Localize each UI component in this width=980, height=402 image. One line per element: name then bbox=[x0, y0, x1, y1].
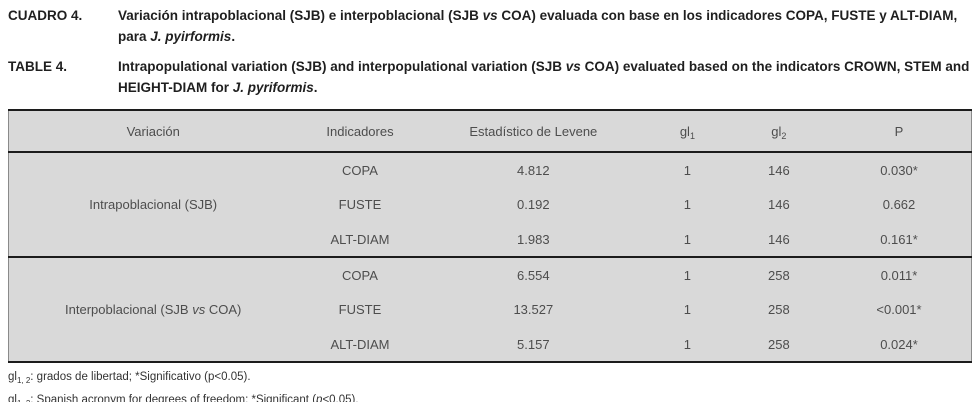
footnote-spanish: gl1, 2: grados de libertad; *Significati… bbox=[8, 370, 972, 385]
cell-levene: 13.527 bbox=[513, 302, 554, 317]
footnote-english: gl1, 2: Spanish acronym for degrees of f… bbox=[8, 393, 972, 402]
footnote-text: : Spanish acronym for degrees of freedom… bbox=[30, 394, 317, 402]
footnote-gl-label: gl bbox=[8, 371, 17, 383]
gl-label: gl bbox=[771, 123, 782, 139]
section-label-intrapopulational: Intrapoblacional (SJB) bbox=[9, 152, 298, 257]
table-row: Interpoblacional (SJB vs COA) COPA 6.554… bbox=[9, 257, 972, 318]
caption-english-text: Intrapopulational variation (SJB) and in… bbox=[118, 56, 972, 98]
column-header-variation: Variación bbox=[126, 123, 180, 139]
cell-gl2: 258 bbox=[768, 267, 790, 283]
footnote-gl-label: gl bbox=[8, 394, 17, 402]
column-header-gl2: gl2 bbox=[731, 110, 827, 152]
footnote-gl-subscript: 1, 2 bbox=[16, 376, 31, 385]
cell-indicator: COPA bbox=[342, 162, 378, 178]
gl1-subscript: 1 bbox=[689, 130, 695, 141]
cell-indicator: ALT-DIAM bbox=[330, 231, 390, 247]
table-row: ALT-DIAM 5.157 1 258 0.024* bbox=[9, 327, 972, 362]
cell-gl2: 258 bbox=[768, 302, 790, 317]
caption-text-segment: COA) evaluated based on the indicators C… bbox=[118, 59, 970, 95]
footnote-p-italic: p bbox=[316, 394, 323, 402]
table-row: FUSTE 0.192 1 146 0.662 bbox=[9, 187, 972, 222]
section-interpopulational: Interpoblacional (SJB vs COA) COPA 6.554… bbox=[9, 257, 972, 362]
caption-species-italic: J. pyirformis bbox=[150, 29, 232, 44]
table-row: ALT-DIAM 1.983 1 146 0.161* bbox=[9, 222, 972, 257]
section-label-text: COA) bbox=[205, 302, 242, 317]
caption-spanish: CUADRO 4. Variación intrapoblacional (SJ… bbox=[8, 5, 972, 47]
table-header-row: Variación Indicadores Estadístico de Lev… bbox=[8, 110, 972, 152]
cell-p-value: 0.011* bbox=[880, 267, 918, 283]
cell-p-value: 0.024* bbox=[880, 336, 918, 352]
footnote-text: : grados de libertad; *Significativo (p<… bbox=[30, 371, 251, 383]
caption-vs-italic: vs bbox=[482, 8, 498, 23]
levene-statistics-table: Variación Indicadores Estadístico de Lev… bbox=[8, 109, 972, 363]
caption-spanish-label: CUADRO 4. bbox=[8, 8, 83, 23]
cell-gl1: 1 bbox=[683, 302, 691, 317]
cell-gl2: 146 bbox=[768, 231, 790, 247]
column-header-p: P bbox=[894, 123, 904, 139]
caption-species-italic: J. pyriformis bbox=[232, 80, 314, 95]
cell-gl1: 1 bbox=[683, 267, 691, 283]
section-label-text: Intrapoblacional (SJB) bbox=[89, 197, 218, 212]
cell-gl1: 1 bbox=[683, 231, 691, 247]
cell-gl1: 1 bbox=[683, 197, 691, 212]
cell-gl2: 258 bbox=[768, 336, 790, 352]
section-label-vs-italic: vs bbox=[192, 302, 206, 317]
cell-levene: 5.157 bbox=[517, 336, 550, 352]
cell-levene: 4.812 bbox=[517, 162, 550, 178]
section-intrapopulational: Intrapoblacional (SJB) COPA 4.812 1 146 … bbox=[8, 152, 972, 257]
footnote-text: <0.05). bbox=[322, 394, 359, 402]
cell-indicator: ALT-DIAM bbox=[330, 336, 390, 352]
gl2-subscript: 2 bbox=[781, 130, 787, 141]
cell-levene: 6.554 bbox=[517, 267, 550, 283]
section-label-text: Interpoblacional (SJB bbox=[65, 302, 193, 317]
caption-vs-italic: vs bbox=[565, 59, 581, 74]
gl-label: gl bbox=[679, 123, 690, 139]
caption-spanish-text: Variación intrapoblacional (SJB) e inter… bbox=[118, 5, 972, 47]
cell-indicator: FUSTE bbox=[338, 302, 382, 317]
cell-gl2: 146 bbox=[768, 162, 790, 178]
cell-levene: 1.983 bbox=[517, 231, 550, 247]
caption-english: TABLE 4. Intrapopulational variation (SJ… bbox=[8, 56, 972, 98]
cell-indicator: FUSTE bbox=[338, 197, 382, 212]
cell-p-value: 0.662 bbox=[882, 197, 916, 212]
caption-text-segment: . bbox=[231, 29, 236, 44]
table-row: FUSTE 13.527 1 258 <0.001* bbox=[9, 292, 972, 327]
caption-text-segment: Variación intrapoblacional (SJB) e inter… bbox=[118, 8, 483, 23]
column-header-levene: Estadístico de Levene bbox=[469, 123, 598, 139]
cell-p-value: 0.030* bbox=[880, 162, 918, 178]
cell-p-value: <0.001* bbox=[876, 302, 922, 317]
cell-p-value: 0.161* bbox=[880, 231, 918, 247]
column-header-indicators: Indicadores bbox=[326, 123, 394, 139]
cell-gl2: 146 bbox=[768, 197, 790, 212]
cell-indicator: COPA bbox=[342, 267, 378, 283]
cell-levene: 0.192 bbox=[517, 197, 550, 212]
cell-gl1: 1 bbox=[683, 162, 691, 178]
section-label-interpopulational: Interpoblacional (SJB vs COA) bbox=[9, 257, 298, 362]
caption-text-segment: Intrapopulational variation (SJB) and in… bbox=[118, 59, 566, 74]
footnotes: gl1, 2: grados de libertad; *Significati… bbox=[8, 370, 972, 402]
caption-english-label: TABLE 4. bbox=[8, 59, 68, 74]
footnote-gl-subscript: 1, 2 bbox=[17, 399, 30, 402]
cell-gl1: 1 bbox=[683, 336, 691, 352]
caption-text-segment: COA) evaluada con base en los indicadore… bbox=[118, 8, 958, 44]
column-header-gl1: gl1 bbox=[644, 110, 731, 152]
table-row: Intrapoblacional (SJB) COPA 4.812 1 146 … bbox=[9, 152, 972, 213]
caption-text-segment: . bbox=[313, 80, 318, 95]
